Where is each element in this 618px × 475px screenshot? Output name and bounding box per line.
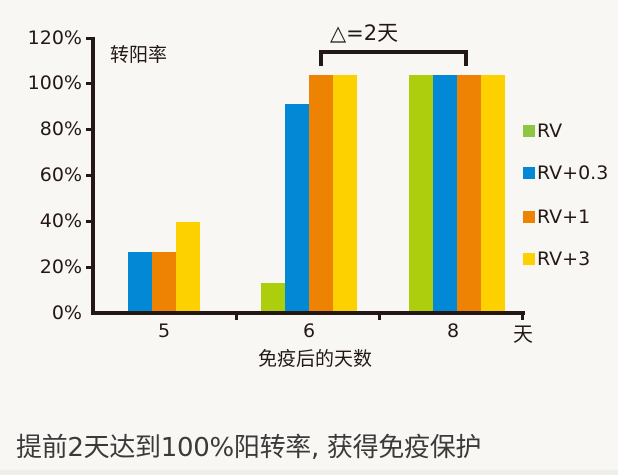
- y-axis-line: [91, 37, 95, 315]
- legend-item-rv3: RV+3: [523, 248, 590, 270]
- y-tick-label: 20%: [39, 256, 82, 278]
- y-tick-label: 0%: [51, 302, 82, 324]
- y-tick-label: 40%: [39, 210, 82, 232]
- y-tick-label: 60%: [39, 164, 82, 186]
- y-tick-label: 80%: [39, 118, 82, 140]
- y-tick-label: 120%: [27, 27, 82, 49]
- y-tick: [86, 174, 92, 177]
- legend-item-rv03: RV+0.3: [523, 162, 608, 184]
- x-tick: [521, 314, 524, 320]
- y-tick: [86, 37, 92, 40]
- legend-item-rv: RV: [523, 120, 562, 142]
- x-tick-label: 5: [157, 320, 171, 342]
- bottom-strip: [0, 470, 618, 475]
- legend-label: RV+0.3: [537, 162, 609, 184]
- y-tick: [86, 266, 92, 269]
- bar-day6-rv3: [333, 75, 357, 311]
- bar-day8-rv03: [433, 75, 457, 311]
- bar-day8-rv: [409, 75, 433, 311]
- bar-day5-rv03: [128, 252, 152, 311]
- bar-day6-rv1: [309, 75, 333, 311]
- legend-label: RV+1: [537, 206, 591, 228]
- y-tick-label: 100%: [27, 72, 82, 94]
- bar-day8-rv1: [457, 75, 481, 311]
- x-axis-unit: 天: [513, 322, 533, 346]
- x-tick-label: 6: [302, 320, 316, 342]
- y-tick: [86, 220, 92, 223]
- bar-day6-rv: [261, 283, 285, 311]
- legend-label: RV: [537, 120, 563, 142]
- x-axis-line: [91, 311, 525, 315]
- delta-bracket: [319, 50, 468, 66]
- y-axis-title: 转阳率: [110, 44, 168, 66]
- bar-day6-rv03: [285, 104, 309, 311]
- x-axis-title: 免疫后的天数: [258, 348, 373, 370]
- bar-day8-rv3: [481, 75, 505, 311]
- bar-day5-rv1: [152, 252, 176, 311]
- bar-day5-rv3: [176, 222, 200, 311]
- legend-swatch-icon: [523, 125, 535, 137]
- legend-label: RV+3: [537, 248, 591, 270]
- delta-annotation: △=2天: [330, 21, 399, 45]
- legend-swatch-icon: [523, 211, 535, 223]
- legend-swatch-icon: [523, 167, 535, 179]
- caption: 提前2天达到100%阳转率, 获得免疫保护: [16, 433, 482, 463]
- y-tick: [86, 128, 92, 131]
- y-tick: [86, 82, 92, 85]
- legend-swatch-icon: [523, 253, 535, 265]
- x-tick: [378, 314, 381, 320]
- legend-item-rv1: RV+1: [523, 206, 590, 228]
- x-tick: [235, 314, 238, 320]
- x-tick-label: 8: [446, 320, 460, 342]
